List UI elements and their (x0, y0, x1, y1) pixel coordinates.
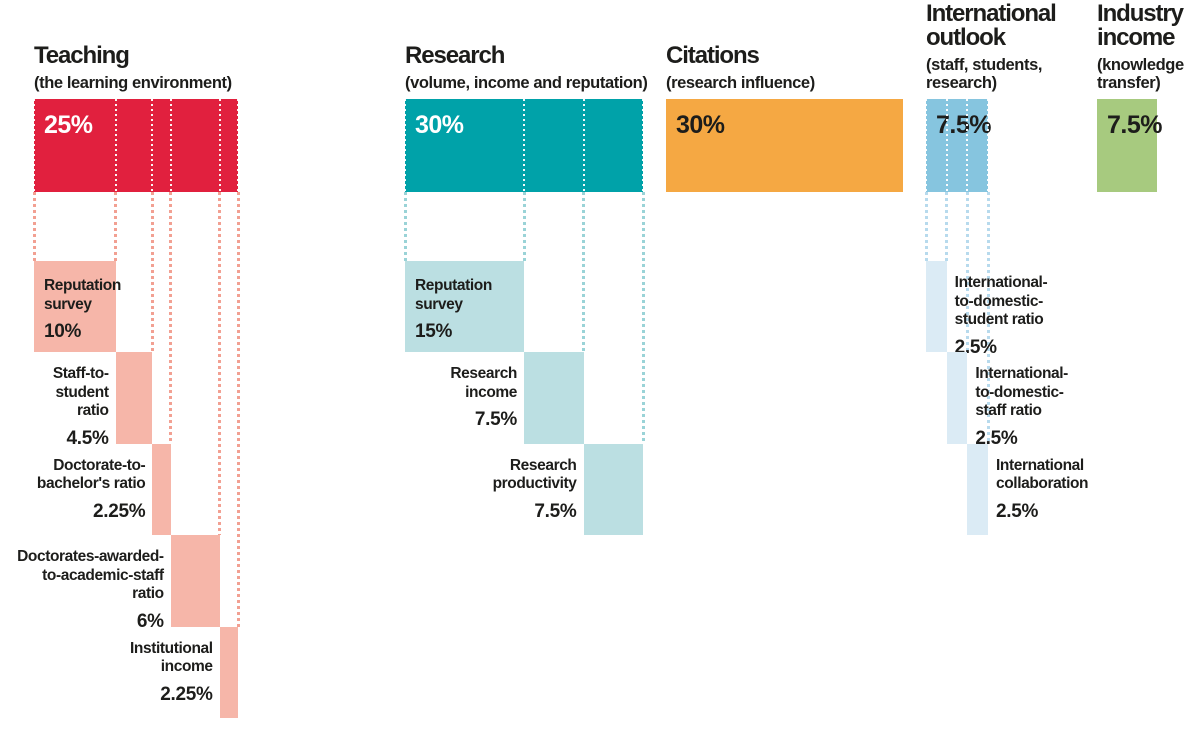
band-divider-dots (582, 99, 585, 192)
column-dotted-guide (32, 192, 36, 261)
subcomponent-label: Reputation survey (415, 277, 492, 313)
category-subtitle: (research influence) (666, 74, 815, 92)
band-divider-dots (404, 99, 406, 192)
band-divider-dots (114, 99, 117, 192)
column-dotted-guide (945, 192, 949, 261)
subcomponent-label: Staff-to- student ratio (52, 365, 109, 420)
subcomponent-block (219, 626, 238, 718)
subcomponent-text: Reputation survey 15% (415, 277, 590, 343)
subcomponent-value: 6% (136, 610, 164, 632)
subcomponent-text: International- to-domestic- staff ratio 2… (975, 365, 1150, 450)
column-dotted-guide (236, 192, 240, 627)
subcomponent-value: 2.5% (975, 427, 1018, 449)
category-title: Industry income (1097, 0, 1184, 51)
subcomponent-block (405, 261, 524, 353)
category-weight-value: 7.5% (936, 111, 991, 139)
subcomponent-text: Reputation survey 10% (44, 277, 219, 343)
subcomponent-block (115, 352, 153, 444)
subcomponent-value: 7.5% (534, 500, 577, 522)
category-title: Teaching (34, 42, 130, 69)
subcomponent-value: 2.5% (954, 336, 997, 358)
category-title: Citations (666, 42, 760, 69)
subcomponent-text: Institutional income 2.25% (38, 640, 213, 706)
subcomponent-block (967, 443, 988, 536)
column-dotted-guide (522, 192, 526, 261)
band-divider-dots (169, 99, 172, 192)
band-divider-dots (218, 99, 221, 192)
column-dotted-guide (403, 192, 407, 261)
band-divider-dots (237, 99, 239, 192)
subcomponent-value: 2.25% (160, 683, 213, 705)
category-weight-block-teaching: 25% (34, 99, 238, 192)
subcomponent-block (524, 352, 584, 444)
subcomponent-label: International- to-domestic- staff ratio (975, 365, 1068, 420)
subcomponent-text: Research income 7.5% (342, 365, 517, 431)
category-heading-industry-income: Industry income (knowledge transfer) (1097, 0, 1184, 93)
category-weight-block-citations: 30% (666, 99, 903, 192)
band-divider-dots (987, 99, 989, 192)
subcomponent-block (946, 352, 968, 444)
band-divider-dots (925, 99, 927, 192)
column-dotted-guide (965, 192, 969, 353)
subcomponent-text: Research productivity 7.5% (402, 457, 577, 523)
category-weight-value: 30% (676, 111, 725, 139)
subcomponent-block (170, 535, 220, 627)
category-heading-citations: Citations (research influence) (666, 42, 815, 93)
subcomponent-label: Research income (450, 365, 517, 401)
band-divider-dots (33, 99, 35, 192)
category-weight-value: 7.5% (1107, 111, 1162, 139)
column-dotted-guide (924, 192, 928, 261)
band-divider-dots (151, 99, 154, 192)
category-subtitle: (knowledge transfer) (1097, 56, 1184, 92)
subcomponent-value: 10% (44, 321, 82, 342)
subcomponent-value: 2.25% (92, 500, 146, 522)
band-divider-dots (642, 99, 644, 192)
subcomponent-label: Reputation survey (44, 277, 121, 313)
band-divider-dots (945, 99, 948, 192)
subcomponent-label: International collaboration (996, 456, 1089, 493)
subcomponent-text: International- to-domestic- student rati… (955, 274, 1130, 359)
subcomponent-value: 7.5% (474, 409, 517, 431)
band-divider-dots (966, 99, 969, 192)
category-subtitle: (volume, income and reputation) (405, 74, 648, 92)
subcomponent-text: Doctorates-awarded- to-academic-staff ra… (0, 548, 164, 633)
column-dotted-guide (218, 192, 222, 536)
category-weight-value: 25% (44, 111, 93, 139)
category-subtitle: (the learning environment) (34, 74, 232, 92)
category-title: Research (405, 42, 505, 69)
subcomponent-label: Doctorates-awarded- to-academic-staff ra… (17, 548, 164, 603)
subcomponent-text: Staff-to- student ratio 4.5% (0, 365, 109, 450)
column-dotted-guide (641, 192, 645, 444)
subcomponent-value: 4.5% (66, 427, 109, 449)
subcomponent-label: International- to-domestic- student rati… (954, 274, 1048, 328)
column-dotted-guide (114, 192, 118, 261)
column-dotted-guide (150, 192, 154, 353)
category-weight-block-industry-income: 7.5% (1097, 99, 1162, 192)
subcomponent-value: 2.5% (996, 500, 1039, 522)
column-dotted-guide (169, 192, 173, 444)
subcomponent-block (926, 261, 947, 353)
subcomponent-label: Institutional income (130, 639, 213, 676)
subcomponent-label: Doctorate-to- bachelor's ratio (36, 456, 146, 493)
column-dotted-guide (582, 192, 585, 353)
category-subtitle: (staff, students, research) (926, 56, 1043, 92)
subcomponent-block (34, 261, 116, 353)
subcomponent-text: International collaboration 2.5% (996, 457, 1171, 523)
category-heading-research: Research (volume, income and reputation) (405, 42, 648, 93)
subcomponent-value: 15% (415, 321, 453, 342)
subcomponent-label: Research productivity (492, 456, 577, 493)
category-heading-teaching: Teaching (the learning environment) (34, 42, 232, 93)
category-weight-value: 30% (415, 111, 464, 139)
category-title: International outlook (926, 0, 1057, 51)
subcomponent-block (152, 443, 171, 536)
subcomponent-text: Doctorate-to- bachelor's ratio 2.25% (0, 456, 146, 523)
category-weight-block-international-outlook: 7.5% (926, 99, 991, 192)
column-dotted-guide (986, 192, 990, 444)
subcomponent-block (583, 443, 643, 536)
band-divider-dots (523, 99, 525, 192)
category-heading-international-outlook: International outlook (staff, students, r… (926, 0, 1057, 93)
